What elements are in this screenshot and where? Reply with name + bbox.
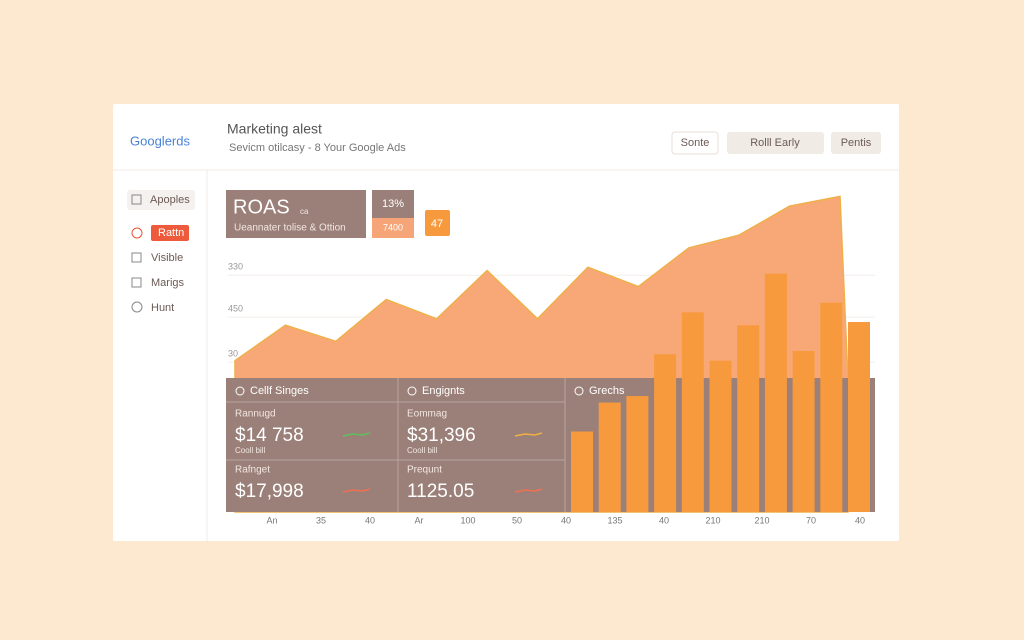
nav-label[interactable]: Visible: [151, 252, 183, 264]
badge: [372, 190, 414, 218]
icon: [235, 386, 245, 396]
x-tick-label: 210: [754, 515, 769, 525]
icon: [131, 252, 142, 263]
icon: [131, 277, 142, 288]
button-label[interactable]: Rolll Early: [750, 137, 800, 149]
metric-note: Cooll bill: [235, 446, 265, 455]
metric-label: Rafnget: [235, 465, 270, 476]
sparkline: [514, 432, 543, 437]
icon: [131, 301, 143, 313]
nav-label[interactable]: Apoples: [150, 194, 190, 206]
icon: [131, 194, 142, 205]
bar: [709, 360, 732, 512]
tag-text: 47: [431, 218, 443, 230]
bar: [598, 402, 621, 512]
x-tick-label: 40: [659, 515, 669, 525]
y-tick-label: 450: [228, 304, 243, 314]
x-tick-label: 40: [365, 515, 375, 525]
nav-label[interactable]: Hunt: [151, 302, 174, 314]
x-tick-label: 35: [316, 515, 326, 525]
badge: [372, 218, 414, 238]
bar: [820, 302, 843, 512]
y-tick-label: 30: [228, 349, 238, 359]
x-tick-label: 210: [705, 515, 720, 525]
x-tick-label: 50: [512, 515, 522, 525]
metric-note: Cooll bill: [407, 446, 437, 455]
badge-text: 7400: [383, 222, 403, 232]
metric-label: Eommag: [407, 409, 447, 420]
x-tick-label: 40: [561, 515, 571, 525]
metric-value: $31,396: [407, 425, 476, 446]
metric-value: $14 758: [235, 425, 304, 446]
sparkline: [342, 488, 371, 493]
x-tick-label: 70: [806, 515, 816, 525]
title: Marketing alest: [227, 121, 322, 137]
y-tick-label: 330: [228, 262, 243, 272]
metric-value: $17,998: [235, 481, 304, 502]
bar: [571, 431, 593, 512]
metric-label: Prequnt: [407, 465, 442, 476]
panel-title: Cellf Singes: [250, 385, 309, 397]
metric-label: Rannugd: [235, 409, 276, 420]
bar: [764, 273, 787, 512]
kpi-subtitle: Ueannater tolise & Ottion: [234, 223, 346, 234]
tag: [425, 210, 450, 236]
bar: [654, 354, 677, 512]
metric-value: 1125.05: [407, 481, 474, 502]
button[interactable]: [727, 132, 824, 154]
nav-item[interactable]: [127, 190, 195, 210]
logo: Googlerds: [130, 133, 190, 148]
button[interactable]: [671, 131, 719, 155]
bar: [848, 322, 870, 512]
sparkline: [342, 432, 371, 437]
bar: [737, 325, 760, 512]
sparkline: [514, 488, 543, 493]
bar: [681, 312, 704, 512]
x-tick-label: An: [266, 515, 277, 525]
subtitle: Sevicm otilcasy - 8 Your Google Ads: [229, 142, 406, 154]
x-tick-label: Ar: [415, 515, 424, 525]
button-label[interactable]: Pentis: [841, 137, 872, 149]
icon: [407, 386, 417, 396]
kpi-box: [226, 190, 366, 238]
x-tick-label: 40: [855, 515, 865, 525]
button-label[interactable]: Sonte: [681, 137, 710, 149]
icon: [574, 386, 584, 396]
nav-label[interactable]: Marigs: [151, 277, 185, 289]
nav-label[interactable]: Rattn: [158, 227, 184, 239]
nav-item-active[interactable]: [151, 225, 189, 241]
bar: [626, 396, 649, 512]
x-tick-label: 100: [460, 515, 475, 525]
icon: [131, 227, 143, 239]
panel-title: Engignts: [422, 385, 465, 397]
x-tick-label: 135: [607, 515, 622, 525]
kpi-unit: ca: [300, 207, 309, 216]
kpi-title: ROAS: [233, 196, 290, 218]
button[interactable]: [831, 132, 881, 154]
panel-title: Grechs: [589, 385, 625, 397]
bar: [792, 351, 815, 512]
badge-text: 13%: [382, 198, 404, 210]
